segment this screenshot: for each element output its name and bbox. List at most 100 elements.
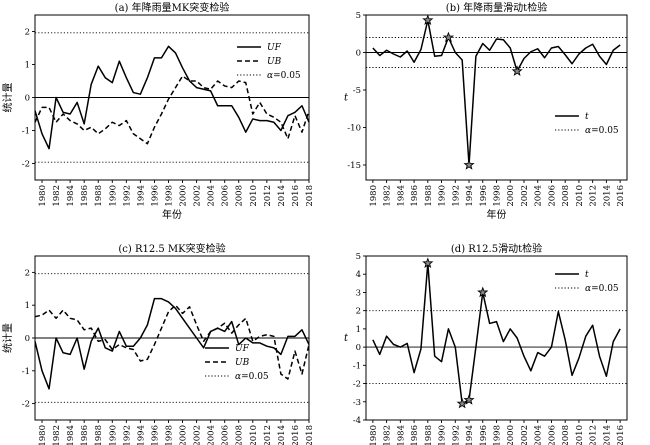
x-tick-label: 1996 bbox=[479, 185, 489, 207]
x-tick-label: 2016 bbox=[616, 185, 626, 207]
alpha-legend-label: α=0.05 bbox=[585, 126, 619, 136]
x-tick-label: 1990 bbox=[108, 185, 118, 207]
x-tick-label: 2002 bbox=[520, 425, 530, 445]
y-tick-label: 0 bbox=[356, 343, 361, 353]
x-tick-label: 1984 bbox=[66, 185, 76, 207]
chart-title: (c) R12.5 MK突变检验 bbox=[118, 242, 225, 255]
legend: t α=0.05 bbox=[555, 112, 619, 136]
x-tick-label: 1980 bbox=[38, 425, 48, 445]
y-tick-label: -2 bbox=[22, 400, 30, 410]
ub-legend-label: UB bbox=[235, 358, 250, 368]
x-tick-label: 1986 bbox=[80, 185, 90, 207]
x-tick-label: 1988 bbox=[424, 185, 434, 207]
chart-title: (a) 年降雨量MK突变检验 bbox=[115, 1, 230, 14]
x-tick-label: 1996 bbox=[479, 425, 489, 445]
chart-title: (d) R12.5滑动t检验 bbox=[451, 242, 542, 255]
y-tick-label: 1 bbox=[356, 325, 361, 335]
x-tick-label: 2010 bbox=[249, 185, 259, 207]
x-tick-label: 1998 bbox=[164, 185, 174, 207]
x-tick-label: 1988 bbox=[424, 425, 434, 445]
y-tick-label: 3 bbox=[356, 288, 361, 298]
x-tick-label: 1998 bbox=[493, 185, 503, 207]
y-axis-label: 统计量 bbox=[1, 323, 14, 353]
x-tick-label: 2004 bbox=[534, 185, 544, 207]
legend: t α=0.05 bbox=[555, 270, 619, 294]
y-tick-label: 0 bbox=[25, 334, 30, 344]
panel-d: (d) R12.5滑动t检验 -4 -3 -2 -1 0 1 2 3 4 5 1980 1982 1984… bbox=[344, 242, 628, 445]
x-tick-label: 2014 bbox=[602, 425, 612, 445]
x-tick-label: 1992 bbox=[451, 425, 461, 445]
series-line-t bbox=[372, 262, 621, 405]
x-tick-label: 1982 bbox=[383, 425, 393, 445]
legend: UF UB α=0.05 bbox=[237, 43, 301, 81]
series-line-ub bbox=[34, 304, 310, 380]
star-marker bbox=[422, 14, 434, 26]
x-tick-label: 2014 bbox=[277, 185, 287, 207]
x-tick-label: 2006 bbox=[547, 425, 557, 445]
x-tick-label: 1992 bbox=[451, 185, 461, 207]
x-tick-label: 1998 bbox=[493, 425, 503, 445]
x-tick-label: 1992 bbox=[122, 185, 132, 207]
x-tick-label: 2012 bbox=[589, 425, 599, 445]
x-tick-label: 2018 bbox=[305, 185, 315, 207]
uf-legend-label: UF bbox=[235, 344, 250, 354]
uf-legend-label: UF bbox=[267, 43, 282, 53]
x-tick-label: 1992 bbox=[122, 425, 132, 445]
x-tick-label: 2002 bbox=[520, 185, 530, 207]
x-tick-label: 2004 bbox=[207, 185, 217, 207]
star-marker bbox=[456, 397, 468, 409]
x-tick-label: 2010 bbox=[575, 185, 585, 207]
x-tick-label: 1984 bbox=[396, 425, 406, 445]
panel-c: (c) R12.5 MK突变检验 -2 -1 0 1 2 1980 1982 1984 1986 1… bbox=[1, 242, 315, 445]
x-tick-label: 1984 bbox=[396, 185, 406, 207]
y-tick-label: 0 bbox=[25, 94, 30, 104]
ub-legend-label: UB bbox=[267, 57, 282, 67]
y-tick-label: 1 bbox=[25, 301, 30, 311]
x-tick-label: 1988 bbox=[94, 185, 104, 207]
x-tick-label: 2006 bbox=[547, 185, 557, 207]
legend: UF UB α=0.05 bbox=[205, 344, 269, 382]
y-tick-label: 0 bbox=[356, 49, 361, 59]
y-tick-label: -3 bbox=[353, 398, 361, 408]
x-tick-label: 2010 bbox=[249, 425, 259, 445]
series-line-uf bbox=[34, 45, 310, 150]
x-tick-label: 2012 bbox=[589, 185, 599, 207]
panel-b: (b) 年降雨量滑动t检验 -15 -10 -5 0 5 1980 1982 1984 1986 1… bbox=[344, 1, 628, 221]
star-marker bbox=[422, 257, 434, 269]
y-tick-label: 2 bbox=[25, 268, 30, 278]
x-tick-label: 2012 bbox=[263, 185, 273, 207]
y-tick-label: 5 bbox=[356, 252, 361, 262]
star-marker bbox=[511, 65, 523, 77]
x-tick-label: 2006 bbox=[221, 425, 231, 445]
plot-frame bbox=[365, 255, 628, 421]
y-tick-label: -1 bbox=[353, 361, 361, 371]
x-tick-label: 1980 bbox=[38, 185, 48, 207]
x-axis-label: 年份 bbox=[162, 208, 182, 221]
y-tick-label: -2 bbox=[353, 380, 361, 390]
x-tick-label: 2004 bbox=[207, 425, 217, 445]
y-tick-label: 5 bbox=[356, 11, 361, 21]
y-axis-label: t bbox=[344, 333, 349, 344]
chart-title: (b) 年降雨量滑动t检验 bbox=[446, 1, 547, 14]
series-line-uf bbox=[34, 297, 310, 390]
x-tick-label: 2000 bbox=[506, 425, 516, 445]
x-tick-label: 1990 bbox=[438, 185, 448, 207]
y-tick-label: -15 bbox=[347, 161, 361, 171]
y-tick-label: -10 bbox=[347, 124, 361, 134]
x-tick-label: 1986 bbox=[80, 425, 90, 445]
star-marker bbox=[463, 159, 475, 170]
x-tick-label: 2000 bbox=[179, 185, 189, 207]
x-tick-label: 2002 bbox=[193, 185, 203, 207]
x-tick-label: 2014 bbox=[602, 185, 612, 207]
y-tick-label: -5 bbox=[353, 86, 361, 96]
x-tick-label: 1980 bbox=[369, 185, 379, 207]
x-tick-label: 2016 bbox=[616, 425, 626, 445]
x-tick-label: 2008 bbox=[235, 185, 245, 207]
x-tick-label: 1996 bbox=[150, 185, 160, 207]
y-tick-label: -1 bbox=[22, 127, 30, 137]
x-tick-label: 2016 bbox=[291, 185, 301, 207]
x-tick-label: 2014 bbox=[277, 425, 287, 445]
y-axis-label: t bbox=[344, 93, 349, 104]
x-tick-label: 1994 bbox=[136, 425, 146, 445]
